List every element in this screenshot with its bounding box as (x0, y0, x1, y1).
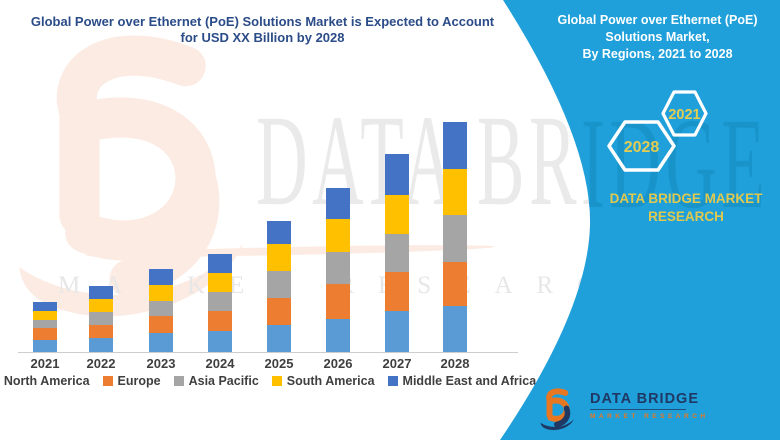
bar-segment (149, 316, 173, 333)
legend-item: Middle East and Africa (387, 374, 537, 388)
legend-item: South America (271, 374, 375, 388)
legend-label: Europe (117, 374, 161, 388)
x-axis-label: 2028 (440, 356, 470, 371)
bar-segment (267, 325, 291, 352)
bar-segment (385, 272, 409, 311)
bar-segment (208, 331, 232, 352)
legend-swatch (271, 376, 282, 386)
bar-segment (326, 188, 350, 219)
bar-segment (267, 271, 291, 298)
legend-swatch (173, 376, 184, 386)
legend-swatch (102, 376, 113, 386)
legend-label: North America (3, 374, 90, 388)
chart-legend: North America Europe Asia Pacific South Ame… (0, 374, 536, 388)
x-axis-line (18, 352, 518, 353)
x-axis-label: 2022 (86, 356, 116, 371)
legend-label: Asia Pacific (188, 374, 259, 388)
bar-segment (443, 262, 467, 306)
legend-item: North America (0, 374, 90, 388)
bar-segment (385, 154, 409, 195)
chart-title: Global Power over Ethernet (PoE) Solutio… (10, 14, 515, 46)
legend-swatch (387, 376, 398, 386)
x-axis-label: 2026 (323, 356, 353, 371)
bar-segment (33, 340, 57, 352)
legend-item: Europe (102, 374, 161, 388)
x-axis-label: 2027 (382, 356, 412, 371)
chart-title-line1: Global Power over Ethernet (PoE) Solutio… (30, 14, 495, 29)
panel-watermark-text: DATA BRIDGE (256, 92, 769, 236)
bar-segment (326, 319, 350, 352)
bar-segment (267, 298, 291, 325)
x-axis-label: 2024 (205, 356, 235, 371)
legend-label: South America (286, 374, 375, 388)
bar-segment (89, 338, 113, 352)
bar-segment (326, 284, 350, 319)
bar-segment (385, 195, 409, 234)
bar-segment (267, 221, 291, 244)
chart-title-line2: for USD XX Billion by 2028 (180, 30, 345, 45)
bar-segment (443, 122, 467, 169)
bar-segment (89, 325, 113, 338)
legend-item: Asia Pacific (173, 374, 259, 388)
x-axis-label: 2023 (146, 356, 176, 371)
bar-2027 (385, 154, 409, 352)
legend-label: Middle East and Africa (402, 374, 537, 388)
bar-2025 (267, 221, 291, 352)
bar-segment (33, 328, 57, 340)
bar-segment (443, 306, 467, 352)
x-axis-label: 2021 (30, 356, 60, 371)
x-axis-label: 2025 (264, 356, 294, 371)
bar-segment (443, 169, 467, 215)
bar-segment (385, 311, 409, 352)
bar-segment (33, 320, 57, 328)
bar-segment (149, 333, 173, 352)
